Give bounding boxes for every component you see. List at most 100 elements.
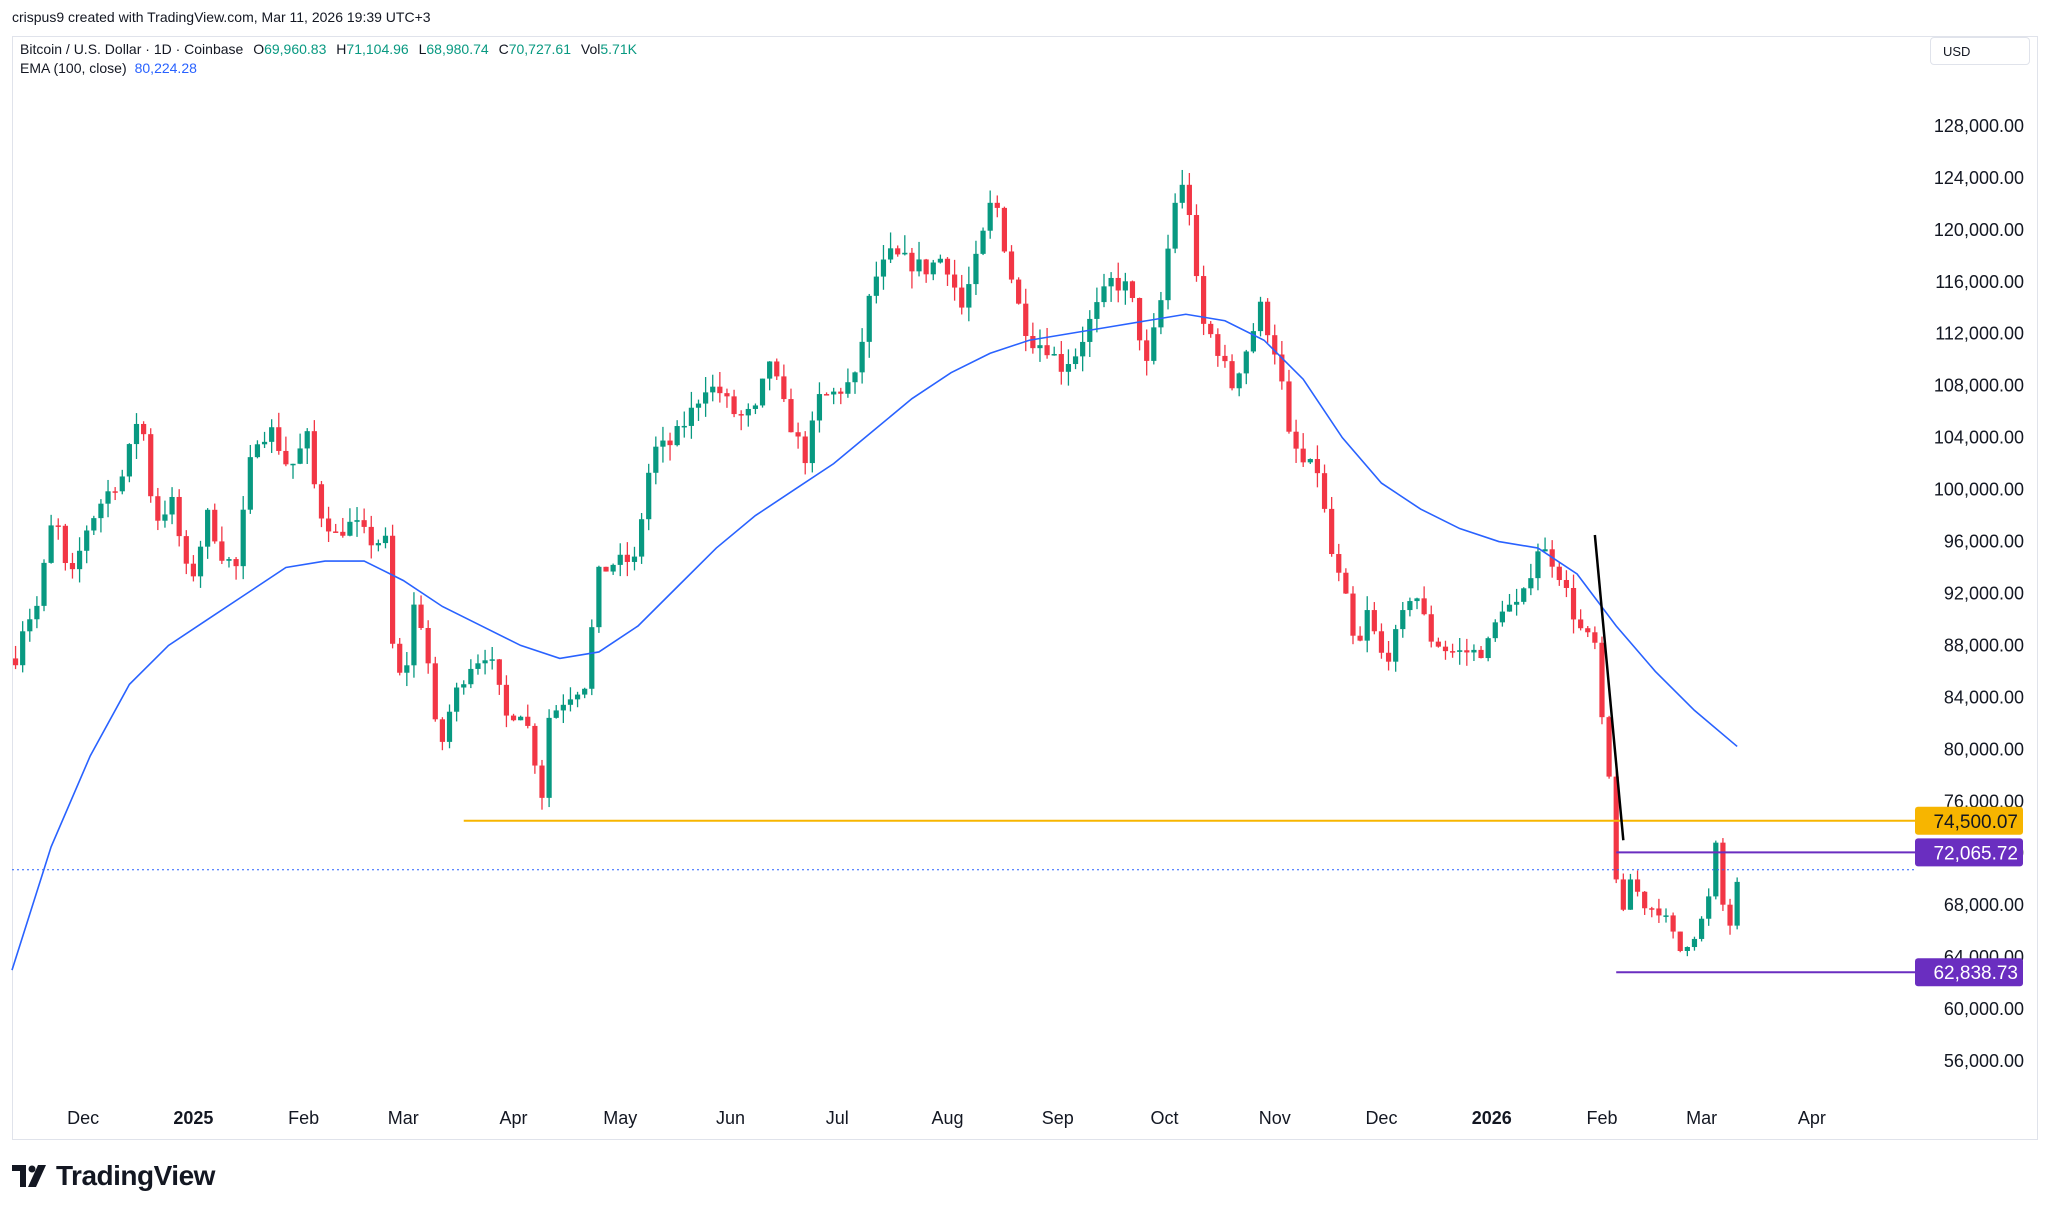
candle-body bbox=[212, 509, 218, 542]
candle-body bbox=[27, 619, 33, 632]
ema-100-line bbox=[11, 313, 1738, 971]
candle-body bbox=[553, 710, 559, 718]
candle-body bbox=[304, 431, 310, 449]
candle-body bbox=[1720, 842, 1726, 905]
candle-body bbox=[269, 427, 275, 442]
ema-value: 80,224.28 bbox=[134, 60, 197, 76]
candle-body bbox=[1265, 301, 1271, 336]
candle-body bbox=[1592, 632, 1598, 643]
candle-body bbox=[589, 627, 595, 689]
candle-body bbox=[233, 559, 239, 567]
trend-line bbox=[1593, 534, 1625, 841]
candle-body bbox=[482, 660, 488, 664]
candle-body bbox=[1314, 459, 1321, 474]
candle-body bbox=[1008, 251, 1015, 280]
candle-body bbox=[55, 525, 61, 527]
candle-body bbox=[767, 361, 773, 379]
candle-body bbox=[930, 262, 936, 275]
candle-body bbox=[1478, 649, 1484, 659]
candle-body bbox=[973, 253, 979, 285]
candle-body bbox=[603, 566, 609, 572]
candle-body bbox=[987, 202, 993, 231]
candle-body bbox=[1649, 908, 1655, 910]
tradingview-logo[interactable]: TradingView bbox=[12, 1160, 215, 1192]
candle-body bbox=[795, 432, 801, 437]
candle-body bbox=[1051, 354, 1057, 356]
candle-body bbox=[681, 425, 687, 428]
candle-body bbox=[638, 519, 645, 557]
low-value: 68,980.74 bbox=[426, 41, 489, 57]
candle-body bbox=[1200, 276, 1207, 324]
candle-body bbox=[290, 463, 296, 466]
candle-body bbox=[1663, 915, 1669, 917]
candle-body bbox=[1016, 279, 1022, 304]
candle-body bbox=[333, 531, 339, 533]
symbol-title[interactable]: Bitcoin / U.S. Dollar · 1D · Coinbase bbox=[20, 41, 244, 57]
y-axis-tick-label: 128,000.00 bbox=[1934, 116, 2024, 136]
candle-body bbox=[980, 230, 986, 254]
ema-legend[interactable]: EMA (100, close) 80,224.28 bbox=[20, 60, 197, 76]
y-axis-tick-label: 120,000.00 bbox=[1934, 220, 2024, 240]
candle-body bbox=[923, 259, 929, 275]
candle-body bbox=[525, 716, 531, 726]
candle-body bbox=[1670, 915, 1676, 932]
support-level-badge bbox=[1915, 806, 2023, 835]
candle-body bbox=[937, 258, 943, 263]
candle-body bbox=[311, 431, 317, 485]
range-low-label: 62,838.73 bbox=[1933, 963, 2018, 984]
close-label: C bbox=[498, 41, 509, 57]
candle-body bbox=[1215, 334, 1221, 356]
candle-body bbox=[1300, 448, 1306, 463]
candle-body bbox=[1072, 356, 1079, 365]
range-low-badge bbox=[1915, 958, 2023, 987]
candle-body bbox=[880, 259, 887, 277]
candle-body bbox=[1449, 651, 1456, 653]
candle-body bbox=[1414, 598, 1420, 602]
candle-body bbox=[1485, 638, 1491, 659]
candle-body bbox=[838, 391, 844, 394]
candle-body bbox=[1442, 646, 1449, 652]
x-axis-tick-label: Aug bbox=[931, 1108, 963, 1128]
x-axis-tick-label: Nov bbox=[1259, 1108, 1291, 1128]
candle-body bbox=[261, 441, 268, 445]
candle-body bbox=[873, 276, 879, 296]
candle-body bbox=[48, 525, 54, 563]
candle-body bbox=[1236, 373, 1242, 389]
candle-body bbox=[745, 408, 751, 416]
candle-body bbox=[475, 663, 481, 669]
candle-body bbox=[1599, 642, 1605, 718]
currency-selector[interactable]: USD bbox=[1930, 37, 2030, 65]
candle-body bbox=[532, 725, 538, 766]
candle-body bbox=[582, 688, 588, 695]
candle-body bbox=[84, 530, 90, 551]
x-axis-tick-label: Jul bbox=[826, 1108, 849, 1128]
candle-body bbox=[1364, 610, 1370, 641]
candle-body bbox=[1492, 622, 1498, 639]
candle-body bbox=[1698, 918, 1705, 939]
candle-body bbox=[1499, 611, 1505, 623]
candle-body bbox=[1613, 776, 1619, 880]
x-axis-tick-label: 2026 bbox=[1472, 1108, 1512, 1128]
candle-body bbox=[1336, 554, 1342, 573]
candle-body bbox=[788, 399, 794, 433]
y-axis-tick-label: 88,000.00 bbox=[1944, 635, 2024, 655]
candle-body bbox=[1080, 341, 1086, 357]
candle-body bbox=[1279, 354, 1285, 382]
candle-body bbox=[354, 520, 360, 522]
y-axis-tick-label: 116,000.00 bbox=[1935, 272, 2024, 292]
y-axis-tick-label: 96,000.00 bbox=[1944, 532, 2024, 552]
candle-body bbox=[944, 258, 951, 275]
candle-body bbox=[646, 472, 652, 520]
candle-body bbox=[425, 627, 431, 664]
candle-body bbox=[503, 684, 510, 716]
candle-body bbox=[141, 423, 147, 435]
candle-body bbox=[1428, 614, 1434, 642]
candle-body bbox=[446, 711, 453, 742]
candle-body bbox=[432, 663, 438, 720]
volume-label: Vol bbox=[580, 41, 601, 57]
candle-body bbox=[1329, 508, 1335, 555]
candle-body bbox=[375, 543, 381, 546]
open-label: O bbox=[253, 41, 265, 57]
candle-body bbox=[1136, 298, 1143, 341]
